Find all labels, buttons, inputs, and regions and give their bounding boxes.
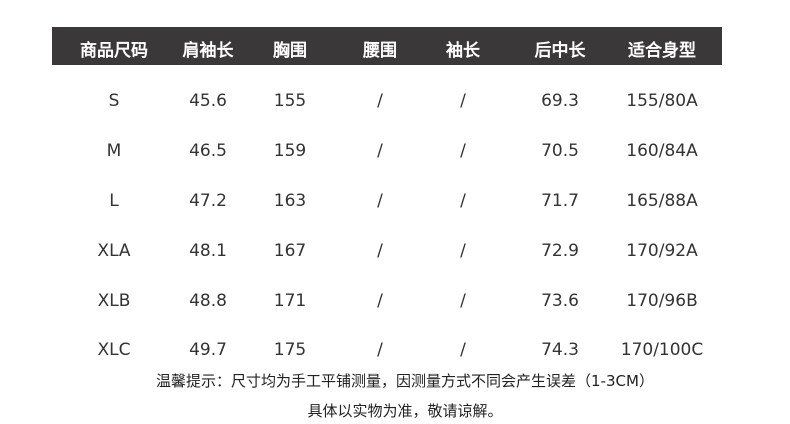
table-cell: / xyxy=(460,241,466,261)
table-cell: / xyxy=(460,191,466,211)
table-cell: 170/100C xyxy=(620,340,704,360)
table-cell: 159 xyxy=(273,141,307,161)
column-header: 胸围 xyxy=(273,41,307,61)
table-cell: 175 xyxy=(273,340,307,360)
table-cell: 171 xyxy=(273,291,307,311)
table-cell: 45.6 xyxy=(189,91,227,111)
table-cell: 160/84A xyxy=(626,141,698,161)
table-cell: / xyxy=(377,191,383,211)
table-cell: 165/88A xyxy=(626,191,698,211)
table-cell: 72.9 xyxy=(541,241,579,261)
table-cell: 49.7 xyxy=(189,340,227,360)
table-cell: / xyxy=(460,340,466,360)
table-cell: 155/80A xyxy=(626,91,698,111)
table-cell: 70.5 xyxy=(541,141,579,161)
column-header: 商品尺码 xyxy=(80,41,148,61)
column-header: 后中长 xyxy=(534,41,586,61)
table-cell: S xyxy=(108,91,120,111)
column-header: 腰围 xyxy=(363,41,397,61)
table-cell: XLA xyxy=(97,241,131,261)
table-cell: 170/96B xyxy=(626,291,698,311)
table-cell: 48.1 xyxy=(189,241,227,261)
table-cell: 47.2 xyxy=(189,191,227,211)
note-line-1: 温馨提示：尺寸均为手工平铺测量，因测量方式不同会产生误差（1-3CM） xyxy=(156,372,654,390)
table-cell: / xyxy=(460,291,466,311)
column-header: 袖长 xyxy=(446,41,480,61)
table-cell: 167 xyxy=(273,241,307,261)
table-cell: / xyxy=(377,241,383,261)
table-cell: 71.7 xyxy=(541,191,579,211)
table-cell: L xyxy=(109,191,119,211)
table-header-bar xyxy=(52,27,722,65)
table-cell: 73.6 xyxy=(541,291,579,311)
table-cell: 163 xyxy=(273,191,307,211)
table-cell: 48.8 xyxy=(189,291,227,311)
table-cell: 46.5 xyxy=(189,141,227,161)
table-cell: / xyxy=(460,141,466,161)
table-cell: XLC xyxy=(97,340,131,360)
table-cell: 69.3 xyxy=(541,91,579,111)
table-cell: XLB xyxy=(97,291,131,311)
table-cell: 170/92A xyxy=(626,241,698,261)
column-header: 适合身型 xyxy=(628,41,696,61)
table-cell: 155 xyxy=(273,91,307,111)
table-cell: / xyxy=(460,91,466,111)
table-cell: M xyxy=(106,141,122,161)
table-cell: 74.3 xyxy=(541,340,579,360)
table-cell: / xyxy=(377,141,383,161)
table-cell: / xyxy=(377,291,383,311)
column-header: 肩袖长 xyxy=(182,41,234,61)
table-cell: / xyxy=(377,340,383,360)
note-line-2: 具体以实物为准，敬请谅解。 xyxy=(307,402,503,420)
table-cell: / xyxy=(377,91,383,111)
